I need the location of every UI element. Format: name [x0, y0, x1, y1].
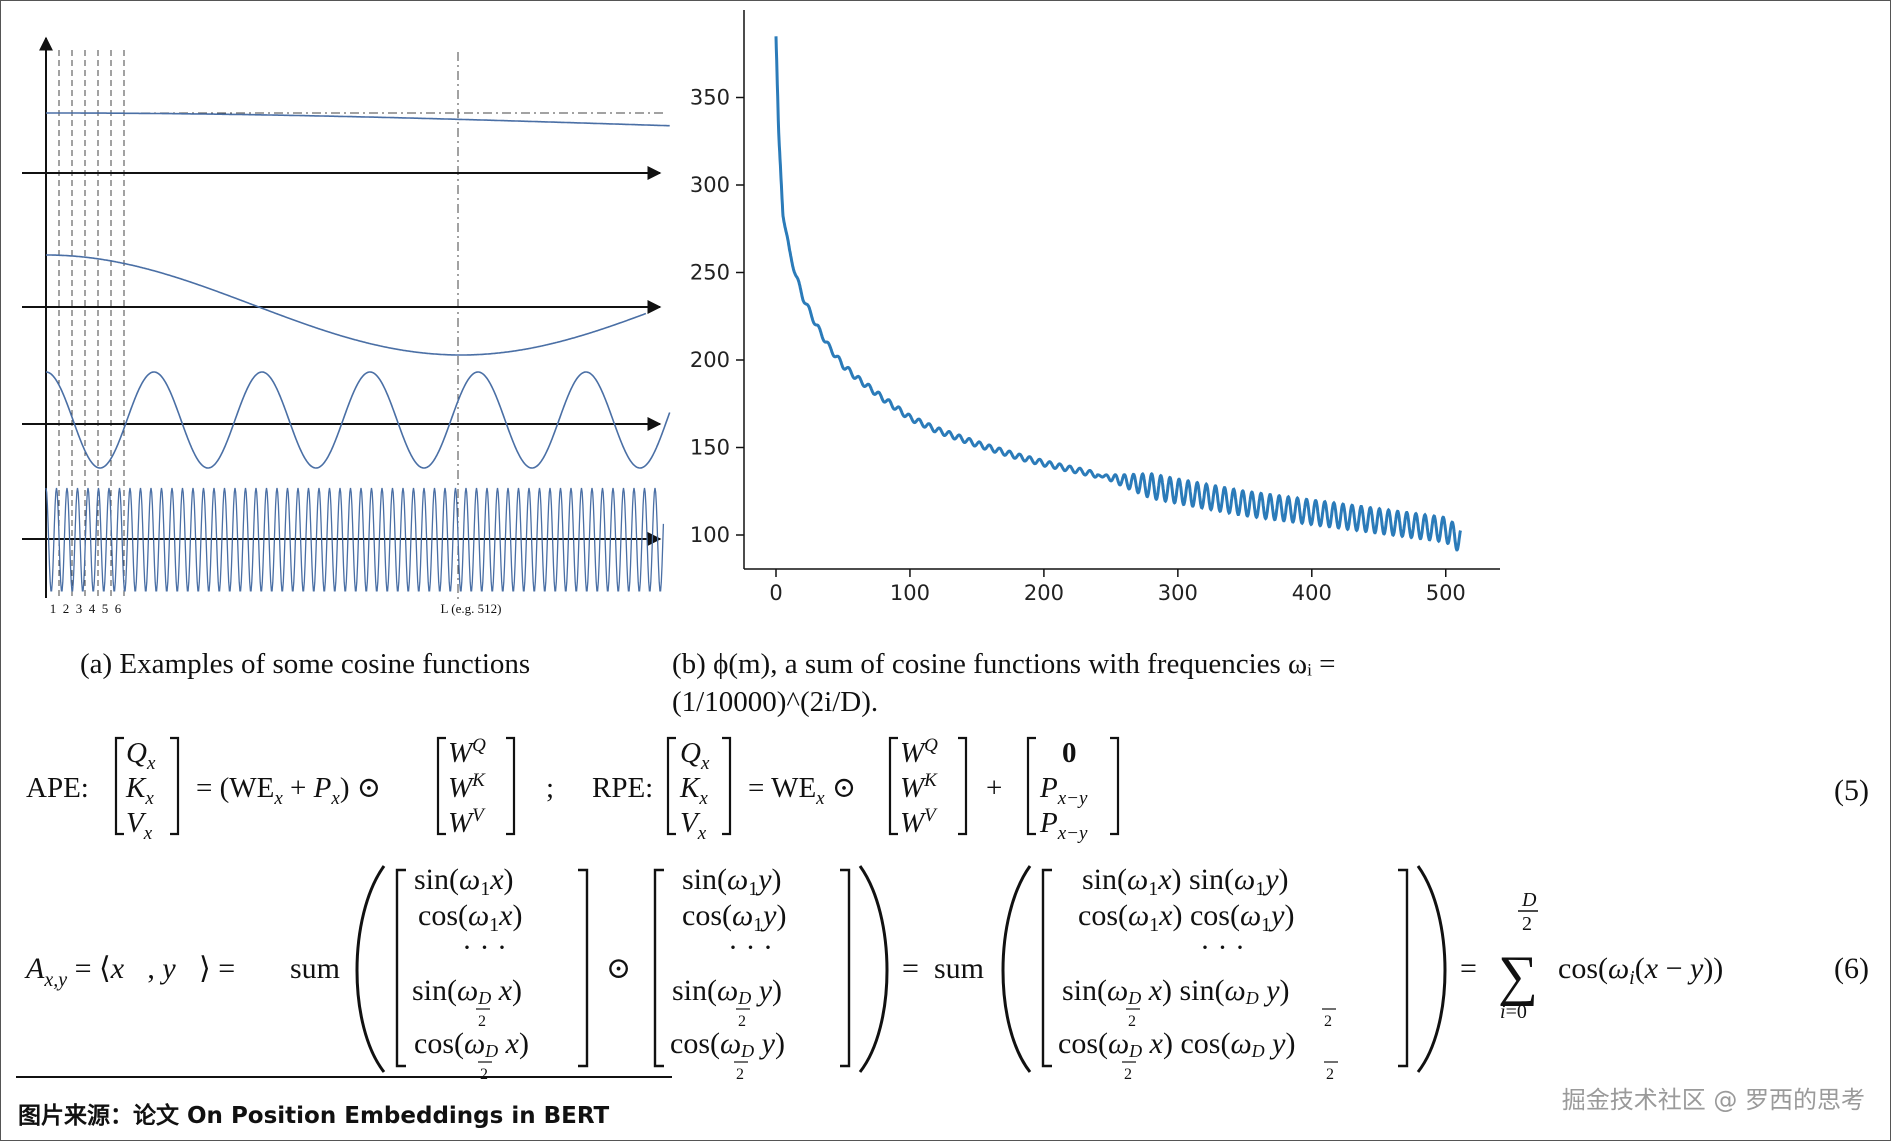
- figure-b-chart: 100 150 200 250 300 350 0 100 200 300 400 500: [690, 10, 1500, 605]
- source-divider: [16, 1076, 672, 1078]
- svg-text:2: 2: [1326, 1066, 1334, 1083]
- svg-text:2: 2: [480, 1066, 488, 1083]
- svg-text:2: 2: [738, 1013, 746, 1030]
- figure-a-curve-highest-frequency: [45, 487, 665, 592]
- svg-text:2: 2: [1124, 1066, 1132, 1083]
- svg-text:WQ: WQ: [448, 735, 486, 769]
- figure-b-caption-line-2: (1/10000)^(2i/D).: [672, 686, 879, 718]
- svg-text:cos(ωD x) cos(ωD y): cos(ωD x) cos(ωD y): [1058, 1027, 1296, 1061]
- rpe-label: RPE:: [592, 772, 653, 804]
- svg-text:WV: WV: [448, 805, 486, 839]
- chart-y-tick-label: 200: [690, 348, 730, 372]
- svg-text:Kx: Kx: [679, 772, 708, 809]
- ape-label: APE:: [26, 772, 89, 804]
- figure-a-tick-label: 2: [63, 601, 70, 616]
- chart-x-tick-label: 200: [1024, 581, 1064, 605]
- svg-text:0: 0: [1062, 737, 1077, 769]
- figure-b-caption-line-1: (b) ϕ(m), a sum of cosine functions with…: [672, 648, 1336, 680]
- chart-y-tick-label: 350: [690, 86, 730, 110]
- svg-text:= (WEx + Px) ⊙: = (WEx + Px) ⊙: [196, 772, 381, 809]
- figure-a-tick-label: 4: [89, 601, 96, 616]
- svg-text:sin(ωD y): sin(ωD y): [672, 974, 782, 1008]
- svg-text:2: 2: [1128, 1013, 1136, 1030]
- svg-text:=: =: [902, 952, 919, 985]
- svg-text:· · ·: · · ·: [1200, 931, 1245, 964]
- svg-text:WK: WK: [900, 770, 938, 804]
- figure-a-curve-mid-frequency: [46, 254, 647, 356]
- figure-a-l-label: L (e.g. 512): [441, 601, 502, 616]
- figure-a-tick-label: 6: [115, 601, 122, 616]
- chart-x-tick-label: 500: [1426, 581, 1466, 605]
- sum-word-2: sum: [934, 952, 984, 985]
- svg-text:Qx: Qx: [126, 737, 156, 774]
- svg-text:WK: WK: [448, 770, 486, 804]
- chart-y-tick-label: 100: [690, 523, 730, 547]
- svg-text:sin(ω1x) sin(ω1y): sin(ω1x) sin(ω1y): [1082, 863, 1289, 900]
- svg-text:i=0: i=0: [1500, 1001, 1527, 1023]
- watermark: 掘金技术社区 @ 罗西的思考: [1561, 1086, 1865, 1114]
- svg-text:WQ: WQ: [900, 735, 938, 769]
- svg-text:· · ·: · · ·: [462, 931, 507, 964]
- svg-text:⊙: ⊙: [606, 952, 631, 985]
- svg-text:Ax,y = ⟨x⃗, y⃗⟩ =: Ax,y = ⟨x⃗, y⃗⟩ =: [24, 952, 235, 991]
- svg-text:cos(ω1y): cos(ω1y): [682, 899, 787, 936]
- svg-text:Px−y: Px−y: [1039, 772, 1088, 809]
- svg-text:∑: ∑: [1498, 945, 1538, 1007]
- svg-text:2: 2: [478, 1013, 486, 1030]
- figure-a-curve-high-frequency: [46, 371, 671, 469]
- svg-text:cos(ωD x): cos(ωD x): [414, 1027, 529, 1061]
- chart-x-tick-label: 0: [769, 581, 782, 605]
- chart-x-tick-label: 100: [890, 581, 930, 605]
- figure-a-tick-label: 3: [76, 601, 83, 616]
- figure-a-curve-low-frequency: [46, 112, 670, 127]
- svg-text:+: +: [986, 772, 1002, 804]
- svg-text:=: =: [1460, 952, 1477, 985]
- svg-text:sin(ω1x): sin(ω1x): [414, 863, 514, 900]
- svg-text:2: 2: [1522, 913, 1532, 935]
- svg-text:· · ·: · · ·: [728, 931, 773, 964]
- svg-text:cos(ωD y): cos(ωD y): [670, 1027, 785, 1061]
- svg-text:2: 2: [736, 1066, 744, 1083]
- figure-a-cosine-functions: 1 2 3 4 5 6 L (e.g. 512): [22, 36, 671, 616]
- figure-a-tick-label: 1: [50, 601, 57, 616]
- svg-text:cos(ωi(x − y)): cos(ωi(x − y)): [1558, 952, 1723, 989]
- svg-text:2: 2: [1324, 1013, 1332, 1030]
- equation-5: APE: Qx Kx Vx = (WEx + Px) ⊙ WQ WK WV ; …: [26, 735, 1120, 844]
- svg-text:Vx: Vx: [680, 807, 707, 844]
- svg-text:cos(ω1x): cos(ω1x): [418, 899, 523, 936]
- svg-text:Px−y: Px−y: [1039, 807, 1088, 844]
- svg-text:;: ;: [546, 772, 554, 804]
- svg-text:WV: WV: [900, 805, 938, 839]
- equation-6: Ax,y = ⟨x⃗, y⃗⟩ = sum sin(ω1x) cos(ω1x) …: [24, 863, 1723, 1083]
- figure-a-caption: (a) Examples of some cosine functions: [80, 648, 531, 680]
- sum-word-1: sum: [290, 952, 340, 985]
- figure-a-position-guides: [58, 50, 125, 600]
- chart-x-tick-label: 400: [1292, 581, 1332, 605]
- chart-y-tick-label: 150: [690, 436, 730, 460]
- figure-b-caption: (b) ϕ(m), a sum of cosine functions with…: [672, 645, 1542, 721]
- chart-x-tick-label: 300: [1158, 581, 1198, 605]
- chart-y-tick-label: 300: [690, 173, 730, 197]
- equation-6-number: (6): [1834, 952, 1869, 985]
- svg-text:cos(ω1x) cos(ω1y): cos(ω1x) cos(ω1y): [1078, 899, 1295, 936]
- image-source-note: 图片来源：论文 On Position Embeddings in BERT: [18, 1103, 610, 1129]
- svg-text:Qx: Qx: [680, 737, 710, 774]
- chart-series-line: [774, 36, 1462, 552]
- equation-5-number: (5): [1834, 774, 1869, 807]
- figure-a-tick-label: 5: [102, 601, 109, 616]
- svg-text:sin(ω1y): sin(ω1y): [682, 863, 782, 900]
- svg-text:Kx: Kx: [125, 772, 154, 809]
- chart-y-tick-label: 250: [690, 261, 730, 285]
- svg-text:D: D: [1521, 889, 1537, 911]
- svg-text:sin(ωD x): sin(ωD x): [412, 974, 522, 1008]
- svg-text:Vx: Vx: [126, 807, 153, 844]
- svg-text:= WEx ⊙: = WEx ⊙: [748, 772, 856, 809]
- svg-text:sin(ωD x) sin(ωD y): sin(ωD x) sin(ωD y): [1062, 974, 1290, 1008]
